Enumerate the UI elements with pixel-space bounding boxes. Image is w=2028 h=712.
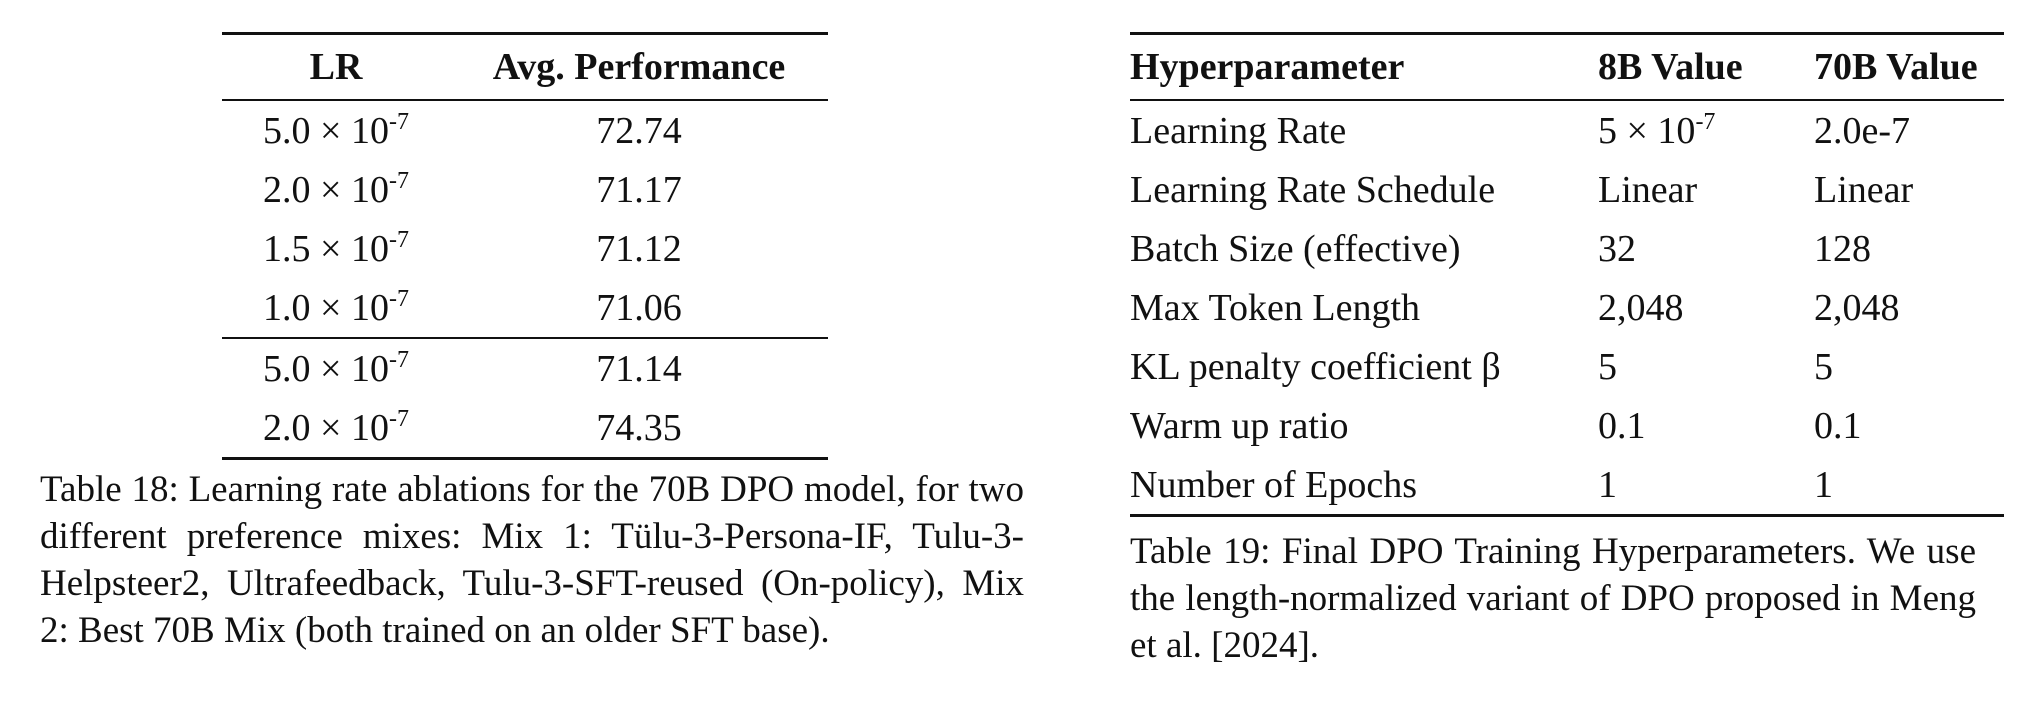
lr-exponent: -7 — [388, 285, 409, 312]
value-8b-text: 5 × 10 — [1598, 109, 1696, 152]
lr-exponent: -7 — [388, 226, 409, 253]
performance-cell: 74.35 — [596, 406, 682, 449]
lr-cell: 5.0 × 10-7 — [222, 100, 450, 160]
table-row: Learning Rate 5 × 10-7 2.0e-7 — [1130, 100, 2004, 160]
lr-value: 5.0 × 10 — [263, 109, 389, 152]
table-row: Batch Size (effective) 32 128 — [1130, 219, 2004, 278]
value-8b: 5 — [1598, 345, 1617, 388]
value-70b: Linear — [1814, 168, 1914, 211]
hyperparameter-name: Number of Epochs — [1130, 463, 1418, 506]
table-row: KL penalty coefficient β 5 5 — [1130, 337, 2004, 396]
column-header-lr: LR — [309, 46, 363, 88]
value-70b: 2.0e-7 — [1814, 109, 1911, 152]
lr-cell: 2.0 × 10-7 — [222, 398, 450, 459]
hyperparameter-name: Max Token Length — [1130, 286, 1421, 329]
column-header-8b-value: 8B Value — [1598, 46, 1743, 88]
value-70b: 0.1 — [1814, 404, 1862, 447]
value-8b: 2,048 — [1598, 286, 1684, 329]
performance-cell: 71.14 — [596, 347, 682, 390]
lr-exponent: -7 — [388, 405, 409, 432]
value-70b: 1 — [1814, 463, 1833, 506]
value-70b: 2,048 — [1814, 286, 1900, 329]
table-row: 5.0 × 10-7 71.14 — [222, 338, 828, 398]
table-row: 5.0 × 10-7 72.74 — [222, 100, 828, 160]
lr-exponent: -7 — [388, 346, 409, 373]
performance-cell: 72.74 — [596, 109, 682, 152]
hyperparameter-name: Learning Rate — [1130, 109, 1347, 152]
lr-value: 2.0 × 10 — [263, 406, 389, 449]
lr-value: 5.0 × 10 — [263, 347, 389, 390]
value-70b: 5 — [1814, 345, 1833, 388]
lr-cell: 2.0 × 10-7 — [222, 160, 450, 219]
performance-cell: 71.06 — [596, 286, 682, 329]
value-8b: Linear — [1598, 168, 1698, 211]
column-header-hyperparameter: Hyperparameter — [1130, 46, 1405, 88]
table-row: 1.0 × 10-7 71.06 — [222, 278, 828, 338]
left-panel: LR Avg. Performance 5.0 × 10-7 72.74 2.0… — [40, 32, 1024, 651]
value-8b-exponent: -7 — [1695, 108, 1716, 135]
hyperparameter-table: Hyperparameter 8B Value 70B Value Learni… — [1130, 32, 2004, 517]
hyperparameter-name: KL penalty coefficient β — [1130, 345, 1501, 388]
lr-value: 2.0 × 10 — [263, 168, 389, 211]
performance-cell: 71.12 — [596, 227, 682, 270]
lr-exponent: -7 — [388, 108, 409, 135]
value-70b: 128 — [1814, 227, 1871, 270]
table-row: 2.0 × 10-7 71.17 — [222, 160, 828, 219]
hyperparameter-name: Warm up ratio — [1130, 404, 1349, 447]
table-18-caption: Table 18: Learning rate ablations for th… — [40, 469, 1024, 651]
lr-value: 1.0 × 10 — [263, 286, 389, 329]
performance-cell: 71.17 — [596, 168, 682, 211]
hyperparameter-name: Learning Rate Schedule — [1130, 168, 1496, 211]
lr-exponent: -7 — [388, 167, 409, 194]
value-8b: 32 — [1598, 227, 1636, 270]
value-8b: 0.1 — [1598, 404, 1646, 447]
table-header-row: Hyperparameter 8B Value 70B Value — [1130, 34, 2004, 100]
table-19-caption: Table 19: Final DPO Training Hyperparame… — [1130, 531, 1976, 666]
table-row: Max Token Length 2,048 2,048 — [1130, 278, 2004, 337]
lr-cell: 1.0 × 10-7 — [222, 278, 450, 338]
lr-value: 1.5 × 10 — [263, 227, 389, 270]
lr-cell: 1.5 × 10-7 — [222, 219, 450, 278]
hyperparameter-name: Batch Size (effective) — [1130, 227, 1461, 270]
value-8b: 1 — [1598, 463, 1617, 506]
table-row: 2.0 × 10-7 74.35 — [222, 398, 828, 459]
lr-ablation-table: LR Avg. Performance 5.0 × 10-7 72.74 2.0… — [222, 32, 828, 460]
table-row: 1.5 × 10-7 71.12 — [222, 219, 828, 278]
column-header-70b-value: 70B Value — [1814, 46, 1978, 88]
value-8b: 5 × 10-7 — [1598, 100, 1814, 160]
column-header-avg-performance: Avg. Performance — [492, 46, 786, 88]
table-row: Learning Rate Schedule Linear Linear — [1130, 160, 2004, 219]
table-row: Number of Epochs 1 1 — [1130, 455, 2004, 516]
lr-cell: 5.0 × 10-7 — [222, 338, 450, 398]
table-row: Warm up ratio 0.1 0.1 — [1130, 396, 2004, 455]
right-panel: Hyperparameter 8B Value 70B Value Learni… — [1130, 0, 2028, 712]
table-header-row: LR Avg. Performance — [222, 34, 828, 100]
